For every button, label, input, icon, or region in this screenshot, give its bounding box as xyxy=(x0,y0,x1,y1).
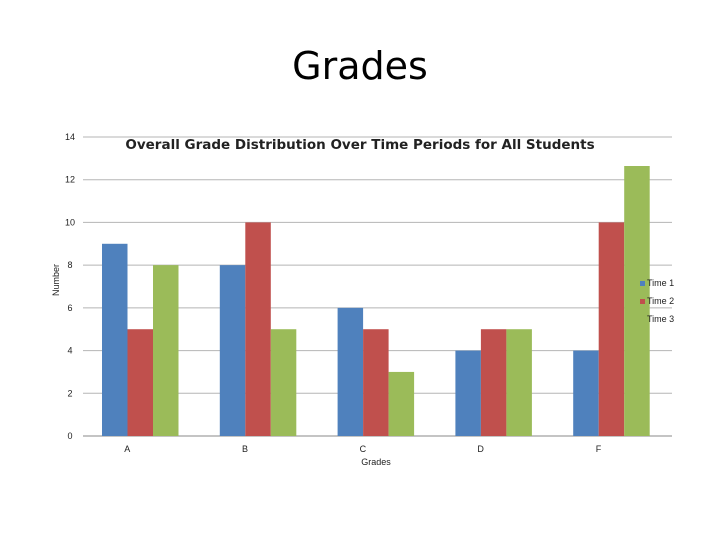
y-tick-label: 10 xyxy=(65,217,75,227)
bar xyxy=(363,329,389,436)
y-axis-label: Number xyxy=(51,264,61,296)
bar xyxy=(388,371,415,436)
bar xyxy=(127,329,153,436)
slide-title: Grades xyxy=(292,44,428,88)
bar xyxy=(506,329,532,436)
x-tick-label: B xyxy=(242,444,248,454)
bar xyxy=(598,222,625,436)
legend-label: Time 1 xyxy=(647,278,674,288)
legend-label: Time 3 xyxy=(647,314,674,324)
x-axis-label: Grades xyxy=(361,457,391,467)
legend-label: Time 2 xyxy=(647,296,674,306)
y-tick-label: 6 xyxy=(67,303,72,313)
legend-swatch xyxy=(640,317,645,322)
x-tick-label: F xyxy=(596,444,602,454)
x-tick-label: C xyxy=(360,444,367,454)
x-tick-label: D xyxy=(477,444,484,454)
y-tick-label: 8 xyxy=(67,260,72,270)
bar xyxy=(480,329,507,436)
bar xyxy=(245,222,271,436)
bar xyxy=(455,350,481,436)
x-tick-label: A xyxy=(124,444,130,454)
bar xyxy=(219,265,246,436)
legend-swatch xyxy=(640,281,645,286)
y-tick-label: 12 xyxy=(65,175,75,185)
bar xyxy=(624,158,650,436)
legend-swatch xyxy=(640,299,645,304)
bar xyxy=(337,307,364,436)
bars xyxy=(102,158,650,436)
bar xyxy=(102,243,128,436)
y-tick-label: 2 xyxy=(67,388,72,398)
y-tick-label: 0 xyxy=(67,431,72,441)
bar xyxy=(153,265,179,436)
y-tick-labels: 0 2 4 6 8 10 12 14 xyxy=(65,132,75,441)
legend: Time 1 Time 2 Time 3 xyxy=(640,278,674,324)
y-tick-label: 14 xyxy=(65,132,75,142)
bar xyxy=(573,350,599,436)
bar xyxy=(270,329,297,436)
chart-title-background xyxy=(82,138,672,166)
chart-title: Overall Grade Distribution Over Time Per… xyxy=(125,137,594,153)
y-tick-label: 4 xyxy=(67,346,72,356)
